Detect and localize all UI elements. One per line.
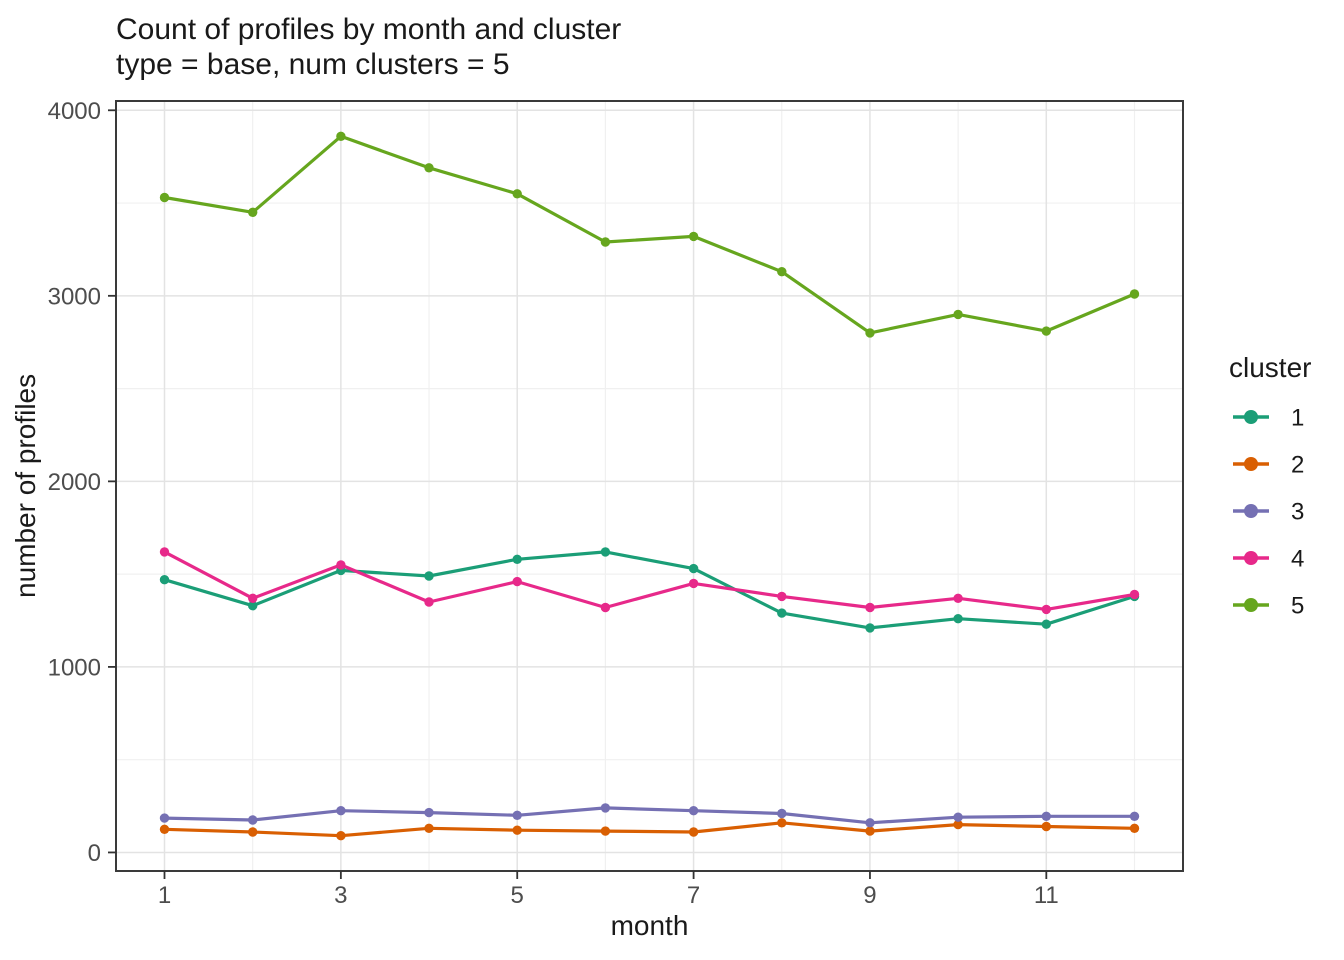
data-point-cluster5-month6 — [600, 237, 611, 247]
data-point-cluster3-month3 — [336, 806, 346, 816]
data-point-cluster3-month8 — [777, 808, 787, 819]
data-point-cluster2-month2 — [248, 827, 258, 837]
data-point-cluster5-month1 — [159, 192, 170, 203]
data-point-cluster3-month2 — [248, 815, 258, 825]
data-point-cluster2-month9 — [865, 826, 875, 836]
data-point-cluster1-month5 — [512, 554, 522, 564]
y-tick-label: 1000 — [48, 654, 101, 681]
data-point-cluster1-month1 — [159, 575, 170, 585]
data-point-cluster5-month5 — [512, 189, 522, 199]
x-tick-label: 7 — [687, 882, 700, 909]
legend-title: cluster — [1229, 352, 1312, 383]
data-point-cluster3-month9 — [865, 818, 875, 828]
legend-key-point-2 — [1244, 457, 1258, 471]
data-point-cluster5-month8 — [777, 267, 787, 277]
y-tick-label: 0 — [88, 840, 101, 867]
legend-key-point-3 — [1244, 504, 1258, 518]
y-tick-label: 4000 — [48, 98, 101, 125]
x-tick-label: 9 — [863, 882, 876, 909]
data-point-cluster5-month12 — [1129, 289, 1140, 299]
x-tick-label: 3 — [334, 882, 347, 909]
data-point-cluster2-month10 — [953, 819, 963, 830]
data-point-cluster2-month8 — [777, 818, 787, 828]
panel-border — [115, 100, 1184, 872]
legend-key-point-5 — [1244, 598, 1258, 612]
data-point-cluster1-month8 — [777, 608, 787, 618]
data-point-cluster2-month11 — [1041, 821, 1052, 832]
series-line-4 — [163, 550, 1135, 612]
data-point-cluster2-month7 — [688, 827, 699, 837]
data-point-cluster4-month6 — [600, 602, 611, 613]
series-line-2 — [164, 821, 1135, 838]
data-point-cluster5-month3 — [336, 131, 346, 141]
data-point-cluster4-month10 — [953, 593, 963, 603]
data-point-cluster2-month6 — [600, 826, 611, 836]
x-axis-title: month — [610, 910, 689, 941]
data-point-cluster4-month7 — [688, 578, 699, 589]
data-point-cluster2-month3 — [336, 831, 346, 841]
data-point-cluster3-month11 — [1041, 811, 1052, 821]
data-point-cluster4-month12 — [1129, 589, 1140, 600]
data-point-cluster2-month1 — [159, 824, 170, 834]
chart-subtitle: type = base, num clusters = 5 — [116, 48, 510, 81]
legend-key-point-4 — [1244, 551, 1258, 565]
data-point-cluster5-month10 — [953, 309, 963, 320]
series-line-5 — [164, 134, 1136, 335]
data-point-cluster4-month8 — [777, 591, 787, 602]
data-point-cluster1-month2 — [248, 601, 258, 611]
data-point-cluster3-month10 — [953, 812, 963, 822]
legend-label-3: 3 — [1291, 499, 1304, 526]
data-point-cluster5-month11 — [1041, 326, 1052, 336]
data-point-cluster3-month5 — [512, 810, 522, 820]
legend-label-4: 4 — [1291, 546, 1304, 573]
x-tick-label: 11 — [1034, 882, 1059, 909]
data-point-cluster4-month4 — [424, 597, 434, 607]
data-point-cluster4-month11 — [1041, 604, 1052, 615]
data-point-cluster4-month9 — [865, 602, 875, 613]
legend-label-1: 1 — [1291, 405, 1304, 432]
data-point-cluster1-month6 — [600, 547, 611, 557]
data-point-cluster4-month3 — [336, 560, 346, 570]
data-point-cluster4-month1 — [159, 547, 170, 557]
data-point-cluster4-month5 — [512, 576, 522, 587]
y-tick-label: 3000 — [48, 283, 101, 310]
legend-key-point-1 — [1244, 410, 1258, 424]
data-point-cluster1-month11 — [1041, 619, 1052, 629]
data-point-cluster3-month4 — [424, 807, 434, 818]
data-point-cluster5-month9 — [865, 328, 875, 338]
data-point-cluster3-month1 — [159, 813, 170, 823]
data-point-cluster5-month2 — [248, 207, 258, 217]
data-point-cluster3-month7 — [688, 806, 699, 816]
data-point-cluster5-month7 — [688, 231, 699, 242]
data-point-cluster1-month7 — [688, 563, 699, 574]
chart-title: Count of profiles by month and cluster — [116, 13, 622, 46]
series-line-3 — [164, 806, 1135, 825]
x-tick-label: 5 — [511, 882, 524, 909]
y-tick-label: 2000 — [48, 469, 101, 496]
data-point-cluster1-month4 — [424, 571, 434, 581]
data-point-cluster1-month10 — [953, 614, 963, 624]
data-point-cluster2-month12 — [1129, 823, 1140, 833]
data-point-cluster5-month4 — [424, 163, 434, 173]
data-point-cluster1-month9 — [865, 623, 875, 633]
legend-label-5: 5 — [1291, 593, 1304, 620]
series-line-1 — [164, 550, 1135, 630]
y-axis-title: number of profiles — [10, 373, 41, 599]
data-point-cluster3-month12 — [1129, 811, 1140, 821]
panel-background — [116, 101, 1183, 871]
data-point-cluster2-month5 — [512, 825, 522, 835]
legend-label-2: 2 — [1291, 452, 1304, 479]
data-point-cluster3-month6 — [600, 803, 611, 813]
data-point-cluster4-month2 — [248, 593, 258, 603]
x-tick-label: 1 — [158, 882, 171, 909]
data-point-cluster2-month4 — [424, 823, 434, 833]
